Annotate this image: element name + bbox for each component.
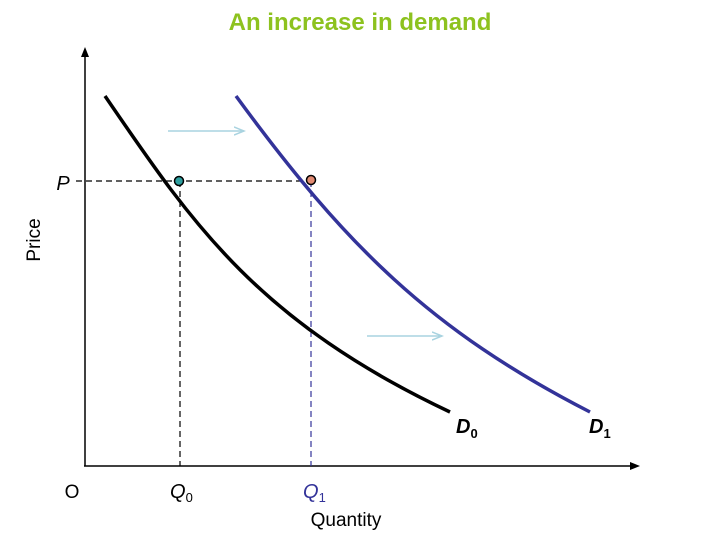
point-d0 xyxy=(173,175,185,187)
y-axis-label: Price xyxy=(24,218,45,261)
x-axis-label: Quantity xyxy=(311,510,382,531)
q0-letter: Q xyxy=(170,481,186,503)
d0-subscript: 0 xyxy=(470,426,477,441)
origin-label: O xyxy=(65,482,80,503)
d1-label: D1 xyxy=(589,416,611,441)
price-label: P xyxy=(56,173,70,195)
point-d1 xyxy=(305,174,317,186)
q0-subscript: 0 xyxy=(186,490,193,505)
demand-curve-d0 xyxy=(103,95,451,414)
q0-label: Q0 xyxy=(170,481,193,505)
q1-letter: Q xyxy=(303,481,319,503)
q1-label: Q1 xyxy=(303,481,326,505)
d0-label: D0 xyxy=(456,416,478,441)
d1-letter: D xyxy=(589,416,603,438)
d0-letter: D xyxy=(456,416,470,438)
d1-subscript: 1 xyxy=(603,426,610,441)
chart-title: An increase in demand xyxy=(229,9,492,36)
demand-curve-d1 xyxy=(234,94,591,414)
q1-subscript: 1 xyxy=(319,490,326,505)
